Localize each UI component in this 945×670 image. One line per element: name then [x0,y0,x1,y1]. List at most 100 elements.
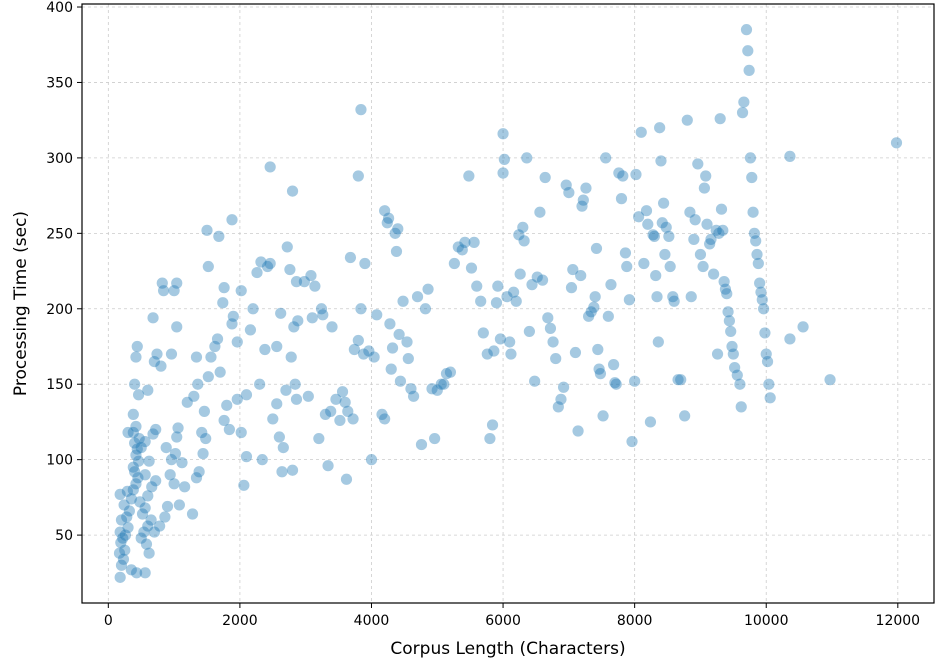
data-point [756,294,768,306]
data-point [139,469,151,481]
data-point [589,291,601,303]
data-point [190,351,203,363]
data-point [154,520,166,532]
y-tick-label: 300 [46,151,73,167]
data-point [588,301,600,313]
x-axis-label: Corpus Length (Characters) [390,639,625,659]
data-point [393,328,405,341]
data-point [139,567,151,579]
data-point [218,414,230,427]
data-point [227,310,239,322]
data-point [615,193,628,205]
data-point [764,392,776,404]
data-point [129,378,141,390]
data-point [218,282,230,294]
data-point [717,224,729,236]
data-point [235,285,247,297]
data-point [181,396,193,408]
data-point [747,206,759,218]
data-point [136,508,149,520]
data-point [652,336,664,348]
data-point [567,263,579,276]
y-axis-label: Processing Time (sec) [11,211,31,396]
data-point [704,238,716,250]
data-point [150,475,162,487]
data-point [713,227,725,239]
data-point [138,526,150,538]
data-point [319,408,332,420]
data-point [140,538,153,550]
data-point [444,366,457,378]
data-point [172,422,184,434]
data-point [305,269,317,282]
data-point [722,306,734,318]
data-point [668,295,680,307]
data-point [617,170,629,182]
data-point [200,432,212,445]
data-point [192,378,204,390]
data-point [784,333,796,345]
data-point [119,544,131,556]
data-point [707,268,720,280]
data-point [132,389,145,401]
data-point [198,405,210,417]
data-point [475,295,487,307]
data-point [226,214,238,226]
data-point [725,325,737,338]
data-point [555,393,567,405]
data-point [223,423,235,436]
data-point [326,321,338,333]
data-point [363,345,375,357]
data-point [129,466,141,478]
data-point [211,333,224,345]
data-point [397,295,409,307]
data-point [610,378,622,390]
data-point [118,499,130,511]
y-tick-label: 150 [46,377,73,393]
data-point [552,401,564,413]
data-point [271,340,283,353]
data-point [119,529,132,541]
data-point [648,230,660,242]
data-point [411,291,424,303]
data-point [484,432,496,445]
data-point [498,153,510,166]
data-point [505,348,517,360]
data-point [758,303,770,315]
data-point [213,230,225,242]
data-point [292,315,304,327]
data-point [590,242,603,255]
data-point [729,362,741,374]
data-point [135,532,147,544]
data-point [563,187,575,199]
data-point [132,455,145,467]
data-point [271,398,283,410]
data-point [656,217,668,229]
data-point [526,279,538,291]
data-point [179,481,191,493]
data-point [692,158,704,170]
data-point [605,279,617,291]
data-point [392,223,404,235]
data-point [379,413,391,425]
data-point [684,206,696,218]
data-point [654,122,666,134]
data-point [161,500,174,513]
data-point [575,269,587,282]
data-point [760,348,772,360]
data-point [481,348,493,360]
data-point [384,318,396,330]
data-point [700,170,712,182]
data-point [173,499,185,511]
data-point [386,342,399,354]
data-point [504,336,516,348]
data-point [313,432,325,445]
data-point [142,490,154,502]
data-point [376,408,388,420]
data-point [365,454,378,466]
x-tick-label: 10000 [744,613,789,629]
data-point [284,263,296,276]
data-point [357,348,370,360]
data-point [385,363,397,375]
y-tick-label: 350 [46,75,73,91]
